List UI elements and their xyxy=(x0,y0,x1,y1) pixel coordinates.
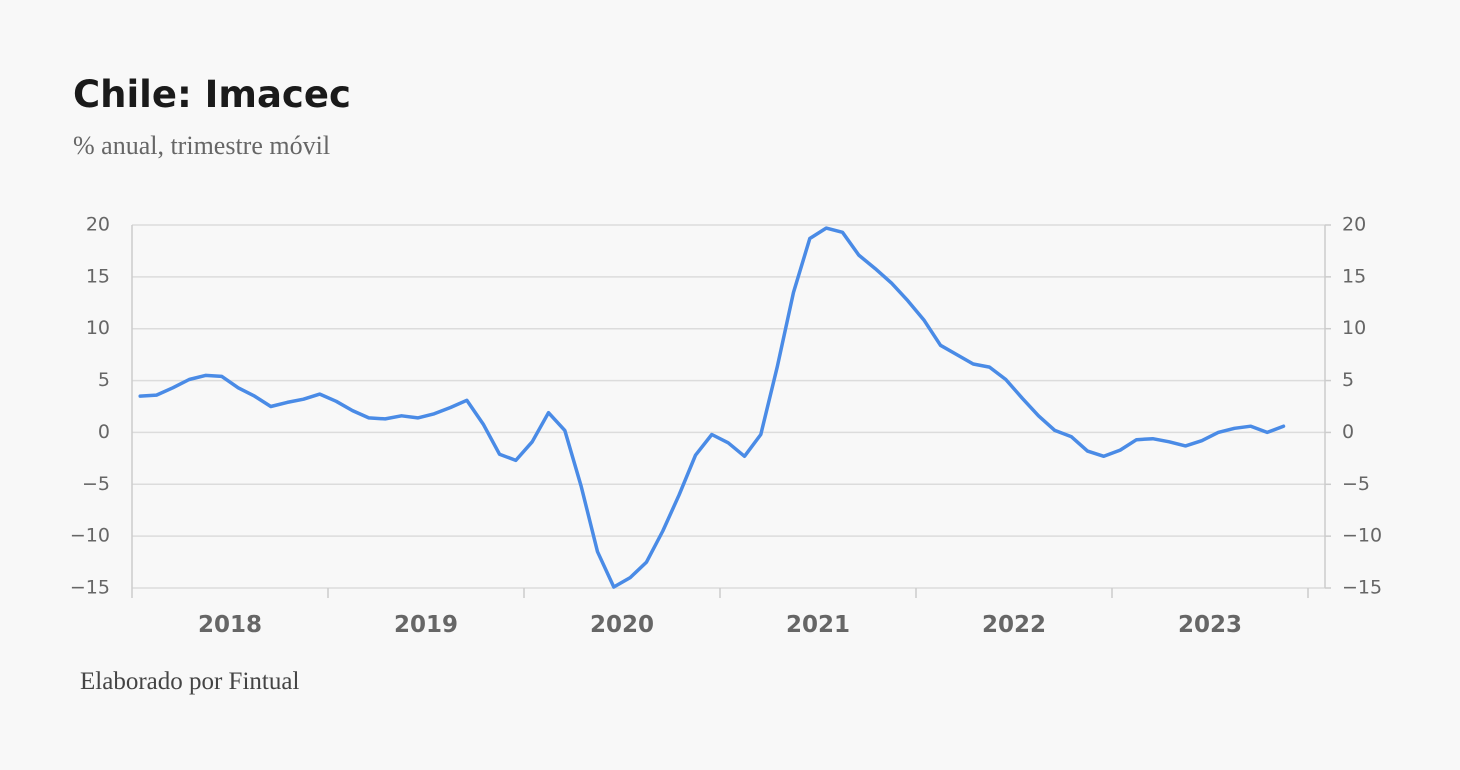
y2-tick-label: 15 xyxy=(1342,265,1366,287)
y2-tick-label: −5 xyxy=(1342,473,1370,495)
y-tick-label: 10 xyxy=(86,317,110,339)
data-line xyxy=(138,226,1286,589)
x-tick-label: 2021 xyxy=(786,612,850,638)
y2-tick-label: −10 xyxy=(1342,525,1382,547)
y-tick-label: 0 xyxy=(98,421,110,443)
x-tick-label: 2020 xyxy=(590,612,654,638)
y-tick-label: −10 xyxy=(70,525,110,547)
source-note: Elaborado por Fintual xyxy=(80,668,299,695)
y-tick-label: −15 xyxy=(70,577,110,599)
y2-tick-label: 20 xyxy=(1342,214,1366,236)
y2-tick-label: 0 xyxy=(1342,421,1354,443)
x-tick-label: 2019 xyxy=(394,612,458,638)
x-tick-label: 2022 xyxy=(982,612,1046,638)
y-tick-label: 20 xyxy=(86,214,110,236)
y2-tick-label: 10 xyxy=(1342,317,1366,339)
y2-tick-label: −15 xyxy=(1342,577,1382,599)
chart-title: Chile: Imacec xyxy=(73,73,351,116)
chart-subtitle: % anual, trimestre móvil xyxy=(73,131,330,160)
x-tick-label: 2023 xyxy=(1178,612,1242,638)
y-tick-label: 5 xyxy=(98,369,110,391)
y-tick-label: 15 xyxy=(86,265,110,287)
y2-tick-label: 5 xyxy=(1342,369,1354,391)
x-tick-label: 2018 xyxy=(198,612,262,638)
y-tick-label: −5 xyxy=(82,473,110,495)
